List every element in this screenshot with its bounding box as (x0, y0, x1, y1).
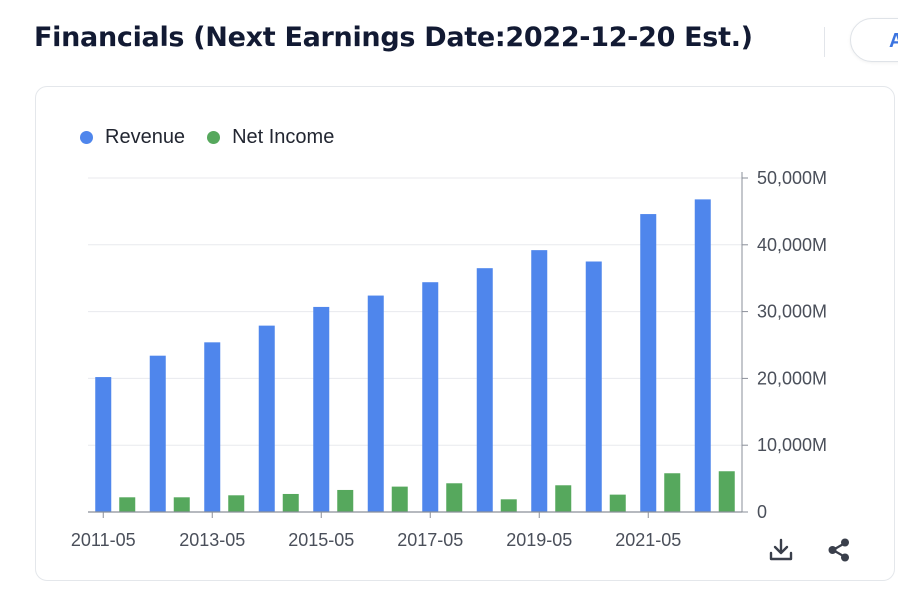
bars (95, 199, 735, 513)
x-tick-label: 2017-05 (397, 530, 463, 550)
bar-net-income[interactable] (718, 471, 735, 512)
bar-net-income[interactable] (555, 485, 572, 512)
bar-net-income[interactable] (282, 493, 299, 512)
bar-net-income[interactable] (119, 497, 136, 512)
bar-net-income[interactable] (173, 497, 190, 512)
bar-net-income[interactable] (500, 499, 517, 512)
bar-revenue[interactable] (422, 282, 439, 512)
bar-revenue[interactable] (149, 355, 166, 512)
x-tick-label: 2011-05 (71, 530, 136, 550)
header-divider (824, 27, 825, 57)
x-tick-label: 2013-05 (179, 530, 245, 550)
share-icon[interactable] (824, 535, 854, 565)
x-tick-label: 2019-05 (506, 530, 572, 550)
bar-revenue[interactable] (95, 377, 112, 512)
legend-item-revenue[interactable]: Revenue (80, 126, 185, 149)
bar-net-income[interactable] (664, 473, 681, 512)
bar-revenue[interactable] (476, 268, 493, 512)
bar-revenue[interactable] (258, 325, 275, 512)
bar-revenue[interactable] (640, 214, 657, 512)
legend-label-net-income: Net Income (232, 126, 335, 148)
bar-net-income[interactable] (337, 489, 354, 512)
legend-label-revenue: Revenue (105, 126, 186, 148)
page-title: Financials (Next Earnings Date:2022-12-2… (34, 22, 753, 53)
header-action-button[interactable]: A (850, 18, 898, 62)
x-tick-label: 2021-05 (615, 530, 681, 550)
bar-net-income[interactable] (446, 483, 463, 512)
download-icon[interactable] (766, 535, 796, 565)
bar-revenue[interactable] (585, 261, 602, 513)
y-tick-label: 30,000M (757, 302, 827, 322)
bar-revenue[interactable] (367, 295, 384, 512)
y-tick-label: 20,000M (757, 368, 827, 388)
chart-legend: Revenue Net Income (80, 126, 356, 149)
y-tick-label: 40,000M (757, 235, 827, 255)
bar-revenue[interactable] (694, 199, 711, 512)
y-tick-label: 10,000M (757, 435, 827, 455)
axes: 0 10,000M 20,000M 30,000M 40,000M 50,000M 2011… (71, 168, 827, 550)
bar-net-income[interactable] (228, 495, 245, 512)
gridlines (88, 177, 742, 446)
legend-dot-net-income (207, 131, 221, 144)
y-tick-label: 0 (757, 502, 767, 522)
bar-net-income[interactable] (391, 486, 408, 512)
legend-item-net-income[interactable]: Net Income (207, 126, 334, 149)
bar-net-income[interactable] (609, 494, 626, 512)
x-tick-label: 2015-05 (288, 530, 354, 550)
bar-revenue[interactable] (313, 306, 330, 512)
bar-revenue[interactable] (204, 342, 221, 512)
y-tick-label: 50,000M (757, 168, 827, 188)
bar-revenue[interactable] (531, 250, 548, 513)
legend-dot-revenue (80, 131, 93, 144)
